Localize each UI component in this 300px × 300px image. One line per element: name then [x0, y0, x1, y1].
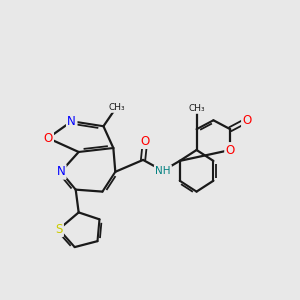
Text: O: O — [43, 132, 52, 145]
Text: O: O — [140, 135, 150, 148]
Text: CH₃: CH₃ — [108, 103, 124, 112]
Text: S: S — [55, 223, 62, 236]
Text: NH: NH — [155, 166, 171, 176]
Text: O: O — [242, 114, 252, 127]
Text: N: N — [56, 165, 65, 178]
Text: O: O — [226, 143, 235, 157]
Text: CH₃: CH₃ — [188, 104, 205, 113]
Text: N: N — [68, 115, 76, 128]
